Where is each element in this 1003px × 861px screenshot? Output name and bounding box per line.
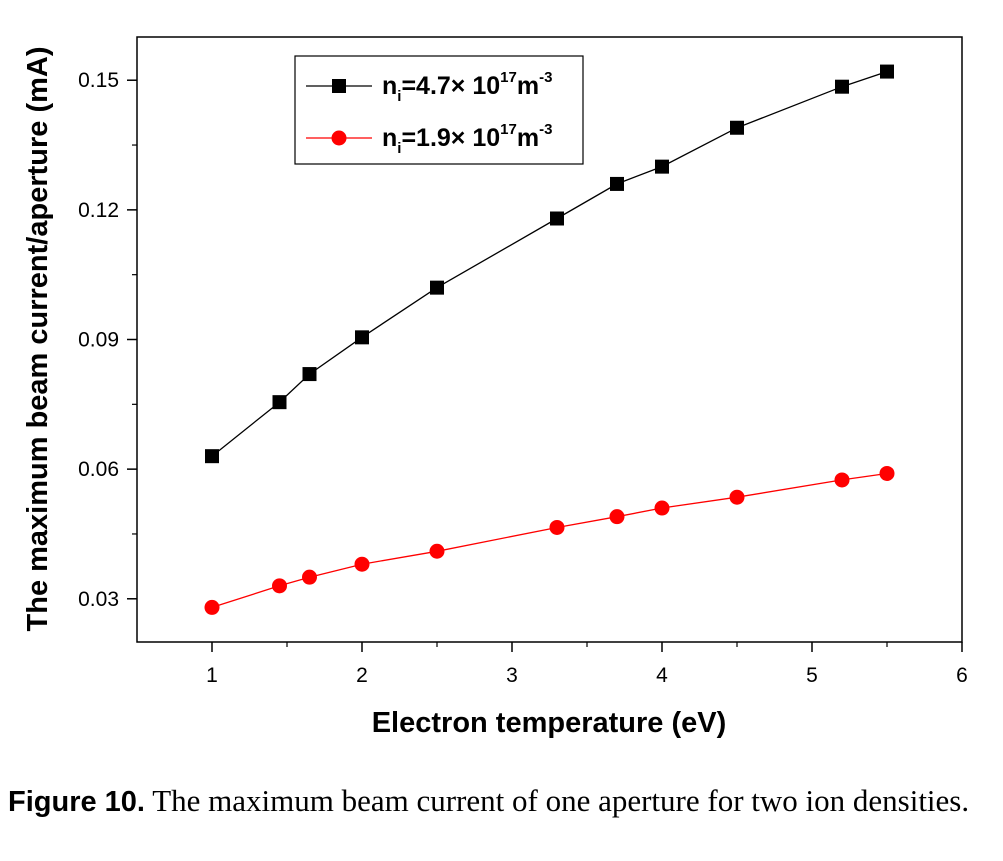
data-point	[355, 330, 369, 345]
data-point	[655, 159, 669, 174]
data-point	[302, 367, 317, 382]
x-tick-label: 3	[506, 664, 518, 687]
data-point	[835, 79, 849, 94]
series-2	[204, 465, 895, 615]
chart: 1 2 3 4 5 6 0.03 0.06 0.09 0.12 0.15 Electron tem…	[22, 36, 968, 739]
figure-caption: Figure 10. The maximum beam current of o…	[8, 782, 993, 821]
series-layer	[204, 64, 895, 615]
x-tick-label: 5	[806, 664, 818, 687]
y-axis-title: The maximum beam current/aperture (mA)	[22, 47, 54, 632]
data-point	[879, 465, 895, 481]
y-tick-label: 0.09	[78, 329, 119, 352]
series-1	[205, 64, 894, 464]
y-axis: 0.03 0.06 0.09 0.12 0.15	[78, 69, 137, 611]
caption-label: Figure 10.	[8, 786, 145, 818]
x-tick-label: 4	[656, 664, 668, 687]
data-point	[302, 569, 317, 585]
data-point	[272, 395, 287, 410]
data-point	[880, 64, 894, 79]
data-point	[550, 211, 564, 226]
data-point	[430, 280, 444, 295]
x-axis: 1 2 3 4 5 6	[206, 642, 968, 687]
data-point	[549, 519, 565, 535]
y-tick-label: 0.15	[78, 69, 119, 92]
legend-label-2: ni=1.9× 1017m-3	[382, 121, 552, 157]
legend-label-1: ni=4.7× 1017m-3	[382, 69, 552, 105]
data-point	[729, 489, 745, 505]
series-line	[211, 472, 888, 609]
legend-entry-1: ni=4.7× 1017m-3	[306, 69, 552, 105]
y-tick-label: 0.06	[78, 458, 119, 481]
data-point	[272, 578, 287, 594]
legend-marker-circle	[331, 130, 347, 146]
data-point	[609, 509, 625, 525]
data-point	[730, 120, 744, 135]
data-point	[429, 543, 445, 559]
x-tick-label: 2	[356, 664, 368, 687]
legend: ni=4.7× 1017m-3 ni=1.9× 1017m-3	[294, 55, 584, 165]
x-tick-label: 1	[206, 664, 218, 687]
legend-box	[294, 55, 584, 165]
caption-text: The maximum beam current of one aperture…	[145, 783, 970, 818]
data-point	[204, 599, 220, 615]
data-point	[610, 176, 624, 191]
x-axis-title: Electron temperature (eV)	[372, 707, 727, 739]
data-point	[834, 472, 850, 488]
data-point	[354, 556, 370, 572]
legend-marker-square	[332, 79, 346, 93]
x-tick-label: 6	[956, 664, 968, 687]
data-point	[654, 500, 670, 516]
y-tick-label: 0.12	[78, 199, 119, 222]
y-tick-label: 0.03	[78, 588, 119, 611]
data-point	[205, 449, 219, 464]
legend-entry-2: ni=1.9× 1017m-3	[306, 121, 552, 157]
